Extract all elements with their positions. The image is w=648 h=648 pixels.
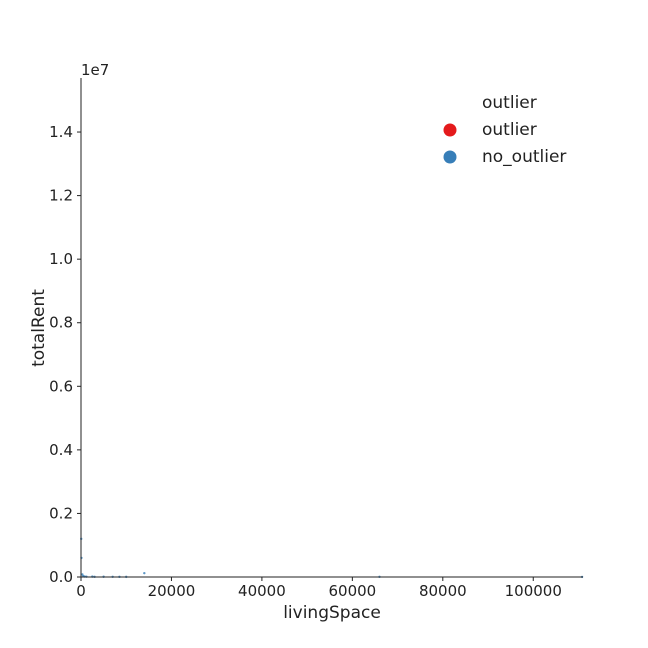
y-tick-label: 0.4 [49,441,73,459]
legend-title: outlier [482,93,537,113]
x-tick-label: 60000 [328,582,376,600]
legend-marker-no-outlier [443,150,457,164]
y-tick-label: 1.2 [49,187,73,205]
x-ticks: 0 20000 40000 60000 80000 100000 [76,577,562,600]
data-point-no-outlier [143,571,146,575]
y-tick-label: 1.0 [49,250,73,268]
y-ticks: 0.0 0.2 0.4 0.6 0.8 1.0 1.2 1.4 [49,123,81,586]
x-axis-label: livingSpace [283,603,381,623]
x-tick-label: 20000 [148,582,196,600]
legend: outlier outlier no_outlier [443,93,566,167]
y-tick-label: 0.6 [49,377,73,395]
x-tick-label: 0 [76,582,86,600]
x-tick-label: 80000 [419,582,467,600]
y-tick-label: 1.4 [49,123,73,141]
legend-entry-no-outlier: no_outlier [482,147,566,167]
x-tick-label: 100000 [505,582,562,600]
y-offset-text: 1e7 [81,61,109,79]
legend-marker-outlier [443,123,457,137]
points-layer [80,537,584,579]
legend-entry-outlier: outlier [482,120,537,140]
y-axis-label: totalRent [29,289,49,367]
x-tick-label: 40000 [238,582,286,600]
y-tick-label: 0.8 [49,314,73,332]
y-tick-label: 0.0 [49,568,73,586]
y-tick-label: 0.2 [49,504,73,522]
